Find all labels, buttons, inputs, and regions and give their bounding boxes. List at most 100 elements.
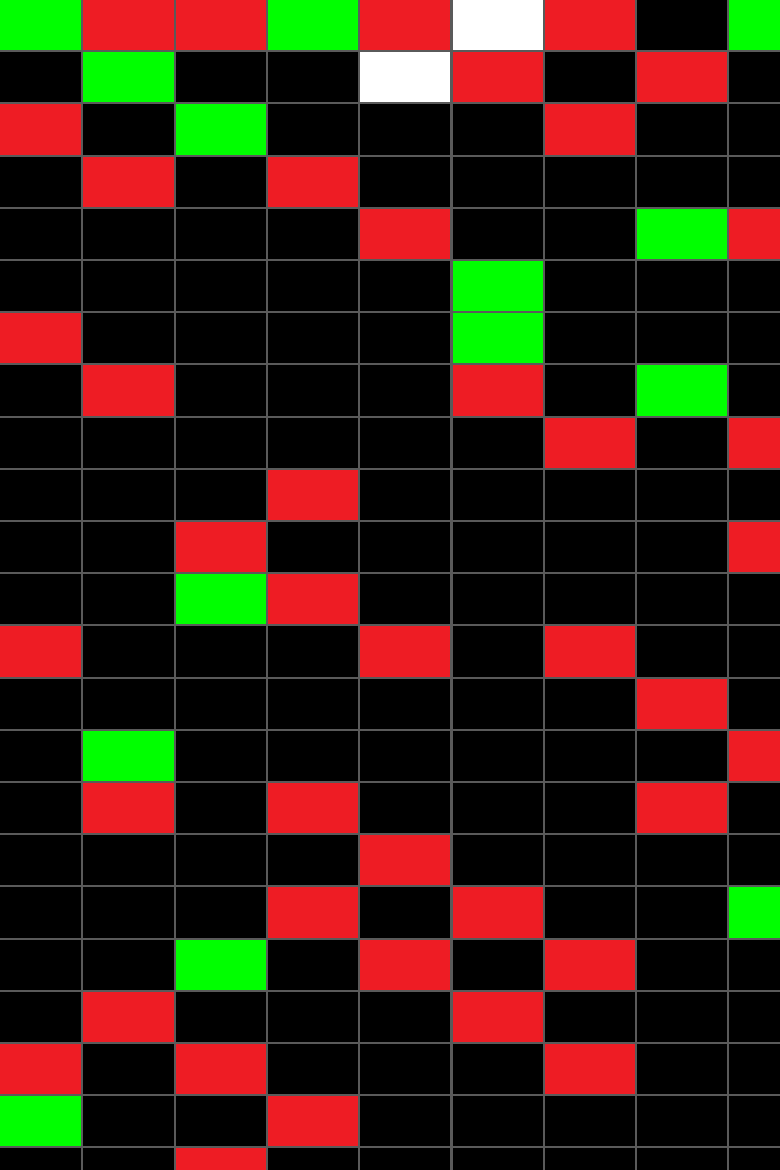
cell[interactable] (175, 261, 266, 312)
cell[interactable] (637, 261, 728, 312)
cell[interactable] (452, 835, 543, 886)
cell[interactable] (83, 522, 174, 573)
cell[interactable] (360, 417, 451, 468)
cell[interactable] (360, 991, 451, 1042)
cell[interactable] (267, 365, 359, 416)
cell[interactable] (360, 783, 451, 834)
cell[interactable] (267, 835, 359, 886)
cell[interactable] (0, 939, 82, 990)
cell[interactable] (267, 156, 359, 207)
cell[interactable] (452, 991, 543, 1042)
cell[interactable] (360, 678, 451, 729)
cell[interactable] (175, 991, 266, 1042)
cell[interactable] (267, 104, 359, 155)
cell[interactable] (729, 261, 780, 312)
cell[interactable] (452, 574, 543, 625)
cell[interactable] (175, 678, 266, 729)
cell[interactable] (637, 156, 728, 207)
cell[interactable] (83, 1044, 174, 1095)
cell[interactable] (175, 365, 266, 416)
cell[interactable] (83, 365, 174, 416)
cell[interactable] (729, 887, 780, 938)
cell[interactable] (0, 417, 82, 468)
cell[interactable] (729, 104, 780, 155)
cell[interactable] (175, 939, 266, 990)
cell[interactable] (729, 991, 780, 1042)
cell[interactable] (452, 261, 543, 312)
cell[interactable] (267, 208, 359, 259)
cell[interactable] (452, 52, 543, 103)
cell[interactable] (83, 261, 174, 312)
cell[interactable] (0, 991, 82, 1042)
cell[interactable] (360, 52, 451, 103)
cell[interactable] (637, 939, 728, 990)
cell[interactable] (267, 0, 359, 51)
cell[interactable] (729, 1148, 780, 1170)
cell[interactable] (175, 0, 266, 51)
cell[interactable] (452, 730, 543, 781)
cell[interactable] (637, 1096, 728, 1147)
cell[interactable] (637, 626, 728, 677)
cell[interactable] (729, 730, 780, 781)
cell[interactable] (637, 208, 728, 259)
cell[interactable] (729, 313, 780, 364)
cell[interactable] (452, 0, 543, 51)
cell[interactable] (729, 574, 780, 625)
cell[interactable] (360, 104, 451, 155)
cell[interactable] (175, 783, 266, 834)
cell[interactable] (544, 1044, 636, 1095)
cell[interactable] (360, 574, 451, 625)
cell[interactable] (360, 156, 451, 207)
cell[interactable] (267, 1044, 359, 1095)
cell[interactable] (544, 365, 636, 416)
cell[interactable] (83, 939, 174, 990)
cell[interactable] (637, 313, 728, 364)
cell[interactable] (360, 261, 451, 312)
cell[interactable] (452, 156, 543, 207)
cell[interactable] (0, 313, 82, 364)
cell[interactable] (83, 991, 174, 1042)
cell[interactable] (544, 0, 636, 51)
cell[interactable] (83, 104, 174, 155)
cell[interactable] (729, 1096, 780, 1147)
cell[interactable] (83, 835, 174, 886)
cell[interactable] (0, 365, 82, 416)
cell[interactable] (452, 783, 543, 834)
cell[interactable] (267, 678, 359, 729)
cell[interactable] (83, 0, 174, 51)
cell[interactable] (0, 469, 82, 520)
cell[interactable] (360, 730, 451, 781)
cell[interactable] (360, 208, 451, 259)
cell[interactable] (175, 104, 266, 155)
cell[interactable] (83, 730, 174, 781)
cell[interactable] (0, 261, 82, 312)
cell[interactable] (452, 939, 543, 990)
cell[interactable] (544, 678, 636, 729)
cell[interactable] (729, 52, 780, 103)
cell[interactable] (267, 522, 359, 573)
cell[interactable] (637, 1044, 728, 1095)
cell[interactable] (544, 574, 636, 625)
cell[interactable] (729, 469, 780, 520)
cell[interactable] (360, 469, 451, 520)
cell[interactable] (0, 156, 82, 207)
cell[interactable] (0, 730, 82, 781)
cell[interactable] (637, 522, 728, 573)
cell[interactable] (729, 208, 780, 259)
cell[interactable] (544, 835, 636, 886)
cell[interactable] (175, 887, 266, 938)
cell[interactable] (0, 783, 82, 834)
cell[interactable] (360, 939, 451, 990)
cell[interactable] (360, 1148, 451, 1170)
cell[interactable] (175, 626, 266, 677)
cell[interactable] (452, 365, 543, 416)
cell[interactable] (544, 156, 636, 207)
cell[interactable] (175, 156, 266, 207)
cell[interactable] (544, 939, 636, 990)
cell[interactable] (267, 991, 359, 1042)
cell[interactable] (83, 313, 174, 364)
cell[interactable] (637, 678, 728, 729)
cell[interactable] (637, 1148, 728, 1170)
cell[interactable] (544, 1096, 636, 1147)
cell[interactable] (0, 1096, 82, 1147)
